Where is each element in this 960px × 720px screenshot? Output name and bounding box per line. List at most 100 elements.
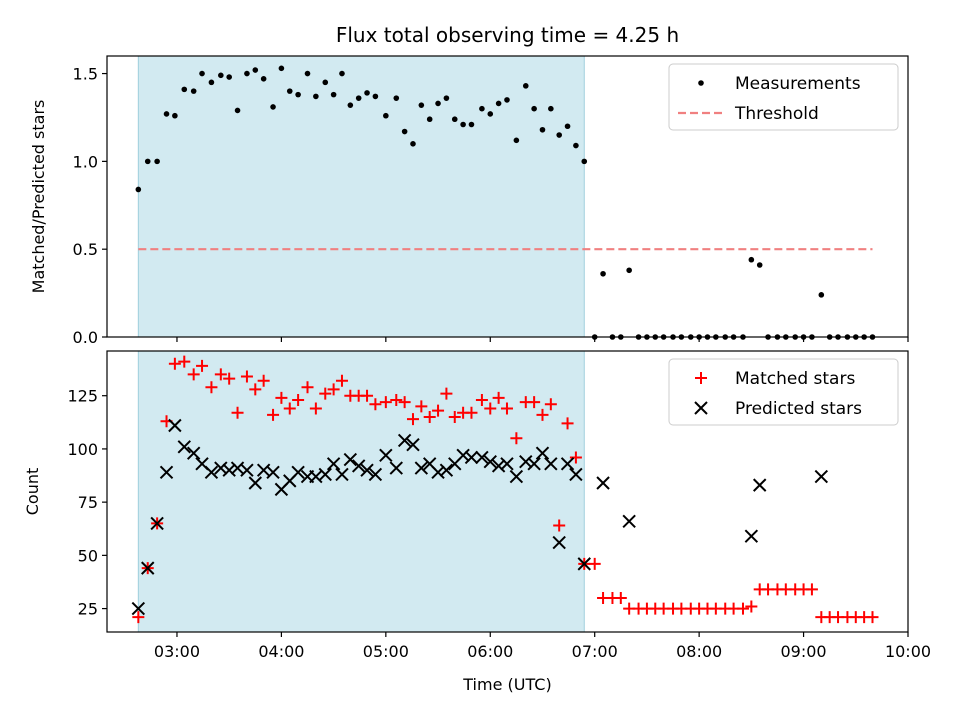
matched-star-point (866, 611, 879, 624)
predicted-star-point (397, 433, 412, 448)
legend-label: Matched stars (735, 369, 855, 389)
predicted-star-point (752, 478, 767, 492)
predicted-star-point (500, 457, 514, 471)
matched-star-point (231, 406, 244, 419)
predicted-star-point (456, 448, 470, 463)
matched-star-point (745, 600, 758, 613)
measurement-point (818, 292, 825, 298)
matched-star-point (205, 381, 218, 394)
matched-star-point (249, 383, 262, 396)
plot-frame (106, 55, 909, 338)
measurement-point (172, 112, 178, 119)
matched-star-point (301, 381, 314, 394)
measurement-point (322, 79, 329, 86)
matched-star-point (432, 404, 445, 417)
predicted-star-point (131, 601, 146, 616)
plot-frame (106, 350, 909, 633)
predicted-star-point (141, 561, 155, 575)
predicted-star-point (483, 454, 497, 469)
predicted-star-point (814, 469, 829, 484)
measurement-point (548, 105, 554, 112)
matched-star-point (214, 368, 227, 381)
predicted-star-point (186, 446, 201, 460)
measurement-point (426, 116, 433, 123)
predicted-star-point (222, 463, 236, 477)
matched-star-point (614, 591, 627, 604)
legend-marker (695, 372, 707, 384)
predicted-star-point (464, 450, 479, 465)
measurement-point (372, 93, 379, 100)
predicted-star-point (266, 465, 280, 480)
matched-star-point (168, 357, 181, 370)
matched-star-point (369, 398, 382, 411)
measurement-point (504, 97, 510, 103)
y-tick-label: 125 (67, 387, 98, 406)
matched-star-point (492, 391, 505, 404)
measurement-point (190, 88, 197, 94)
matched-star-point (187, 368, 200, 381)
measurement-point (495, 100, 502, 107)
predicted-star-point (326, 457, 341, 471)
matched-star-point (132, 611, 145, 624)
matched-star-point (327, 383, 340, 396)
measurement-point (581, 158, 588, 165)
measurement-point (304, 70, 311, 77)
matched-star-point (240, 370, 253, 383)
matched-star-point (448, 410, 461, 423)
measurement-point (286, 88, 293, 94)
measurement-point (479, 105, 485, 112)
measurement-point (270, 104, 276, 110)
matched-star-point (319, 387, 332, 400)
measurement-point (556, 132, 562, 138)
measurement-point (487, 111, 494, 117)
matched-star-point (484, 402, 497, 415)
predicted-star-point (159, 465, 174, 480)
measurement-point (252, 67, 259, 73)
measurement-point (531, 105, 537, 112)
predicted-star-point (577, 557, 591, 571)
measurement-point (401, 128, 408, 135)
measurement-point (600, 270, 606, 277)
y-tick-label: 0.0 (73, 328, 98, 347)
matched-star-point (536, 408, 549, 421)
measurement-point (163, 111, 170, 117)
predicted-star-point (560, 457, 575, 471)
predicted-star-point (379, 448, 393, 463)
matched-star-point (588, 557, 601, 570)
measurement-point (468, 121, 475, 128)
predicted-star-point (168, 418, 182, 433)
x-tick-label: 03:00 (154, 642, 200, 661)
measurement-point (313, 93, 319, 100)
matched-star-point (223, 372, 236, 385)
y-tick-label: 1.0 (73, 152, 98, 171)
measurement-point (260, 76, 267, 82)
predicted-star-point (519, 454, 533, 469)
predicted-star-point (360, 463, 374, 477)
predicted-star-point (491, 459, 506, 473)
measurement-point (226, 74, 232, 80)
matched-star-point (267, 408, 280, 421)
predicted-star-point (214, 461, 228, 475)
predicted-star-point (351, 459, 366, 473)
predicted-star-point (368, 467, 383, 482)
predicted-star-point (527, 457, 541, 471)
matched-star-point (805, 583, 818, 596)
predicted-star-point (535, 446, 550, 460)
x-tick-label: 06:00 (467, 642, 513, 661)
matched-star-point (398, 396, 411, 409)
measurement-point (355, 95, 362, 101)
measurement-point (513, 137, 520, 144)
y-tick-label: 50 (78, 546, 98, 565)
x-tick-label: 09:00 (781, 642, 827, 661)
observing-window-shade (137, 350, 585, 633)
predicted-star-point (389, 461, 403, 475)
matched-star-point (440, 387, 453, 400)
measurement-point (756, 262, 763, 268)
matched-star-point (423, 410, 436, 423)
predicted-star-point (744, 529, 759, 543)
x-tick-label: 08:00 (676, 642, 722, 661)
measurement-point (748, 256, 755, 263)
matched-star-point (196, 359, 209, 372)
matched-star-point (292, 393, 305, 406)
measurement-point (208, 79, 215, 86)
